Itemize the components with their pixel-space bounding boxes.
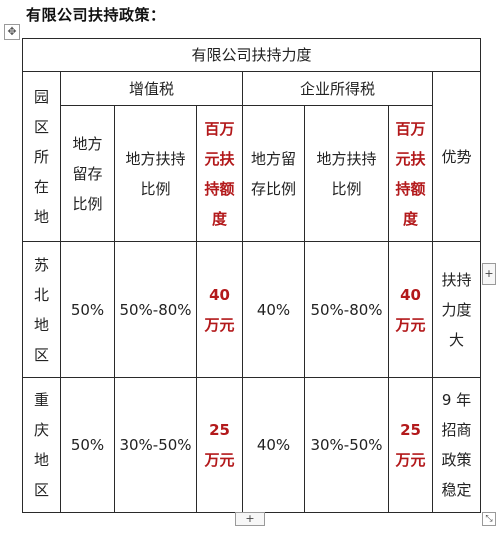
cit-million-support-header: 百万 元扶 持额 度 xyxy=(388,105,433,242)
vat-amount-cell: 40 万元 xyxy=(196,241,243,378)
cit-support-cell: 50%-80% xyxy=(304,241,389,378)
table-title: 有限公司扶持力度 xyxy=(21,38,482,72)
table-row: 苏 北 地 区 50% 50%-80% 40 万元 40% 50%-80% 40… xyxy=(22,241,482,378)
advantage-cell: 9 年 招商 政策 稳定 xyxy=(431,377,482,513)
page-heading: 有限公司扶持政策： xyxy=(26,6,166,24)
region-cell: 重 庆 地 区 xyxy=(22,377,61,513)
cit-support-cell: 30%-50% xyxy=(304,377,389,513)
cit-amount-cell: 25 万元 xyxy=(388,377,433,513)
add-row-button[interactable]: + xyxy=(235,512,265,526)
table-resize-icon[interactable]: ⤡ xyxy=(482,512,496,526)
table-row: 重 庆 地 区 50% 30%-50% 25 万元 40% 30%-50% 25… xyxy=(22,377,482,513)
advantage-header: 优势 xyxy=(431,71,482,242)
vat-retention-cell: 50% xyxy=(60,241,115,378)
vat-header: 增值税 xyxy=(60,71,243,106)
policy-table: 有限公司扶持力度 园 区 所 在 地 增值税 企业所得税 优势 地方 留存 比例… xyxy=(21,38,482,513)
cit-local-retention-header: 地方留 存比例 xyxy=(242,105,305,242)
vat-amount-cell: 25 万元 xyxy=(196,377,243,513)
vat-support-cell: 30%-50% xyxy=(114,377,197,513)
cit-support-ratio-header: 地方扶持 比例 xyxy=(304,105,389,242)
park-header: 园 区 所 在 地 xyxy=(22,71,61,242)
vat-million-support-header: 百万 元扶 持额 度 xyxy=(196,105,243,242)
cit-header: 企业所得税 xyxy=(242,71,433,106)
cit-retention-cell: 40% xyxy=(242,377,305,513)
region-cell: 苏 北 地 区 xyxy=(22,241,61,378)
cit-amount-cell: 40 万元 xyxy=(388,241,433,378)
advantage-cell: 扶持 力度 大 xyxy=(431,241,482,378)
add-column-button[interactable]: + xyxy=(482,263,496,285)
table-move-icon[interactable]: ✥ xyxy=(4,24,20,40)
vat-support-cell: 50%-80% xyxy=(114,241,197,378)
cit-retention-cell: 40% xyxy=(242,241,305,378)
vat-support-ratio-header: 地方扶持 比例 xyxy=(114,105,197,242)
vat-retention-cell: 50% xyxy=(60,377,115,513)
vat-local-retention-header: 地方 留存 比例 xyxy=(60,105,115,242)
